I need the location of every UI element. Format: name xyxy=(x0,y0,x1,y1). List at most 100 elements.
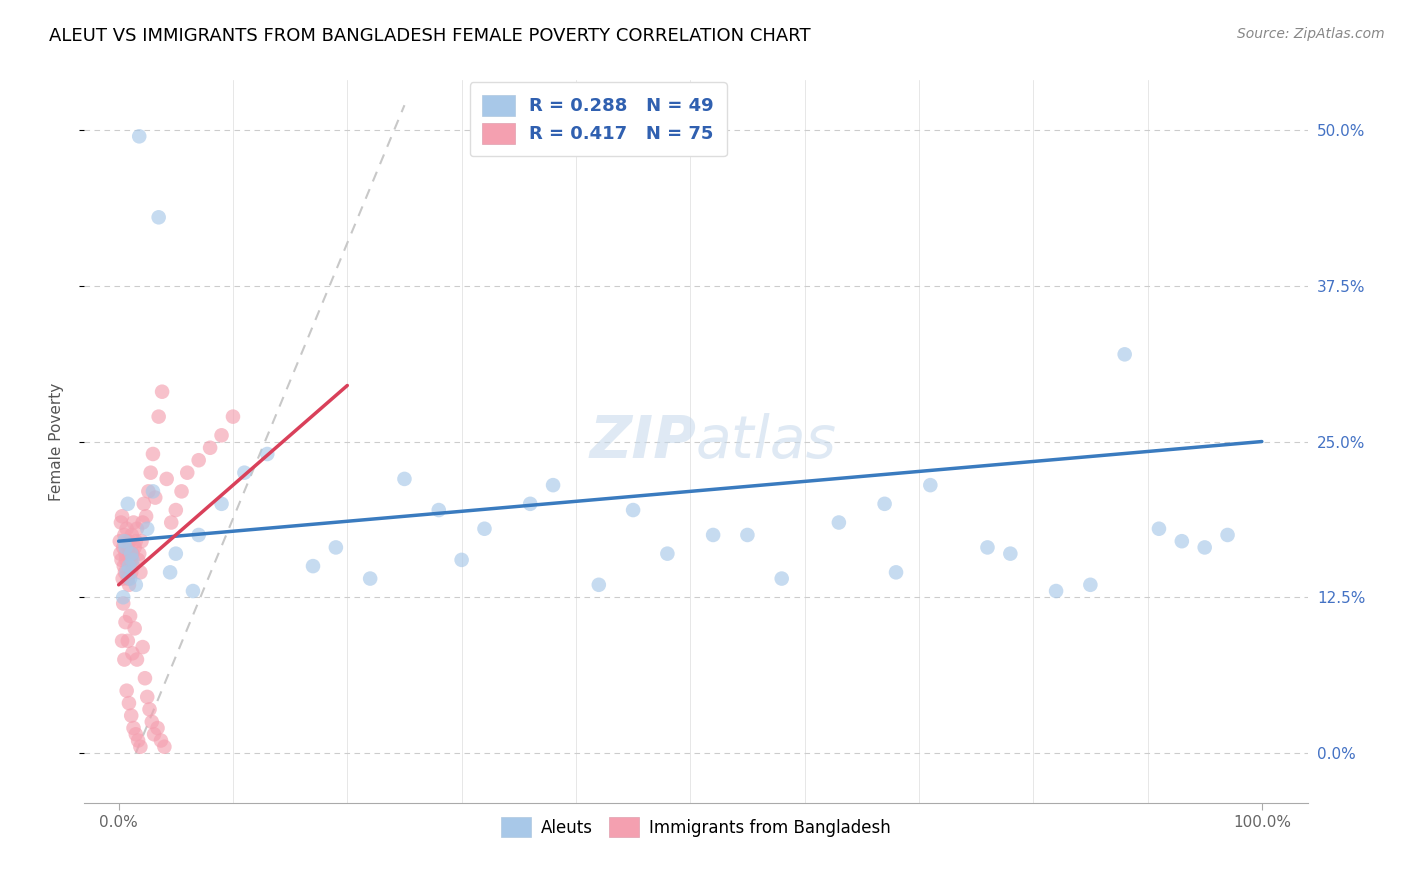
Point xyxy=(121,646,143,660)
Text: ZIP: ZIP xyxy=(589,413,696,470)
Point xyxy=(125,534,148,549)
Point xyxy=(148,409,170,424)
Point xyxy=(165,547,187,561)
Point xyxy=(1194,541,1216,555)
Point xyxy=(1000,547,1022,561)
Point xyxy=(187,453,209,467)
Point xyxy=(131,534,153,549)
Y-axis label: Female Poverty: Female Poverty xyxy=(49,383,63,500)
Point xyxy=(120,708,142,723)
Point xyxy=(131,640,153,654)
Point xyxy=(588,578,610,592)
Point xyxy=(176,466,198,480)
Point xyxy=(112,591,135,605)
Point xyxy=(1171,534,1194,549)
Point xyxy=(111,572,134,586)
Point xyxy=(976,541,998,555)
Point xyxy=(129,739,152,754)
Point xyxy=(118,578,141,592)
Point xyxy=(394,472,416,486)
Point xyxy=(120,609,142,624)
Point xyxy=(359,572,381,586)
Point xyxy=(141,714,163,729)
Point xyxy=(120,553,142,567)
Point xyxy=(160,516,183,530)
Point xyxy=(737,528,759,542)
Point xyxy=(920,478,942,492)
Point xyxy=(127,553,149,567)
Point xyxy=(156,472,179,486)
Text: atlas: atlas xyxy=(696,413,837,470)
Point xyxy=(117,572,139,586)
Point xyxy=(142,484,165,499)
Point xyxy=(125,578,148,592)
Point xyxy=(112,597,135,611)
Point xyxy=(256,447,278,461)
Point xyxy=(138,484,160,499)
Point xyxy=(884,566,907,580)
Point xyxy=(302,559,325,574)
Legend: Aleuts, Immigrants from Bangladesh: Aleuts, Immigrants from Bangladesh xyxy=(492,809,900,845)
Point xyxy=(1045,584,1067,599)
Point xyxy=(129,566,152,580)
Point xyxy=(153,739,176,754)
Point xyxy=(181,584,204,599)
Point xyxy=(450,553,472,567)
Point xyxy=(148,211,170,225)
Point xyxy=(110,547,132,561)
Point xyxy=(222,409,245,424)
Point xyxy=(1080,578,1102,592)
Point xyxy=(198,441,221,455)
Point xyxy=(541,478,564,492)
Point xyxy=(125,522,148,536)
Point xyxy=(112,541,135,555)
Point xyxy=(149,733,172,747)
Point xyxy=(233,466,256,480)
Point xyxy=(211,428,233,442)
Point xyxy=(118,559,141,574)
Point xyxy=(770,572,793,586)
Point xyxy=(111,509,134,524)
Point xyxy=(142,447,165,461)
Point xyxy=(115,566,138,580)
Point xyxy=(621,503,644,517)
Point xyxy=(211,497,233,511)
Point xyxy=(120,572,142,586)
Point xyxy=(146,721,169,735)
Point xyxy=(117,497,139,511)
Point xyxy=(120,566,142,580)
Point xyxy=(325,541,347,555)
Point xyxy=(114,566,136,580)
Point xyxy=(121,547,143,561)
Point xyxy=(122,559,145,574)
Point xyxy=(110,553,132,567)
Point xyxy=(121,553,143,567)
Point xyxy=(108,534,131,549)
Text: Source: ZipAtlas.com: Source: ZipAtlas.com xyxy=(1237,27,1385,41)
Point xyxy=(170,484,193,499)
Point xyxy=(115,534,138,549)
Point xyxy=(112,534,135,549)
Point xyxy=(131,516,153,530)
Point xyxy=(114,541,136,555)
Point xyxy=(115,522,138,536)
Point xyxy=(111,633,134,648)
Point xyxy=(124,541,146,555)
Point xyxy=(134,671,156,685)
Point xyxy=(124,621,146,635)
Point xyxy=(165,503,187,517)
Point xyxy=(159,566,181,580)
Point xyxy=(112,652,135,666)
Point xyxy=(136,522,159,536)
Point xyxy=(828,516,851,530)
Point xyxy=(128,547,150,561)
Point xyxy=(122,516,145,530)
Point xyxy=(115,553,138,567)
Point xyxy=(138,702,160,716)
Point xyxy=(122,721,145,735)
Point xyxy=(121,528,143,542)
Point xyxy=(150,384,173,399)
Point xyxy=(127,733,149,747)
Point xyxy=(115,683,138,698)
Point xyxy=(114,615,136,630)
